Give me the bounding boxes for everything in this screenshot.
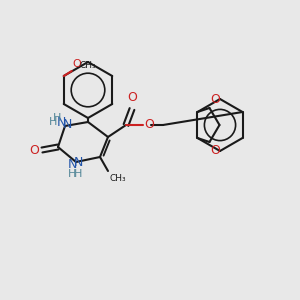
Text: N: N — [67, 158, 77, 170]
Text: H: H — [49, 117, 57, 127]
Text: CH₃: CH₃ — [80, 61, 96, 70]
Text: O: O — [144, 118, 154, 130]
Text: CH₃: CH₃ — [110, 174, 127, 183]
Text: N: N — [73, 157, 83, 169]
Text: N: N — [56, 116, 66, 130]
Text: O: O — [127, 91, 137, 104]
Text: O: O — [73, 59, 82, 69]
Text: O: O — [29, 143, 39, 157]
Text: O: O — [211, 93, 220, 106]
Text: N: N — [62, 118, 72, 130]
Text: H: H — [74, 169, 82, 179]
Text: H: H — [53, 113, 61, 123]
Text: H: H — [68, 169, 76, 179]
Text: O: O — [211, 144, 220, 157]
